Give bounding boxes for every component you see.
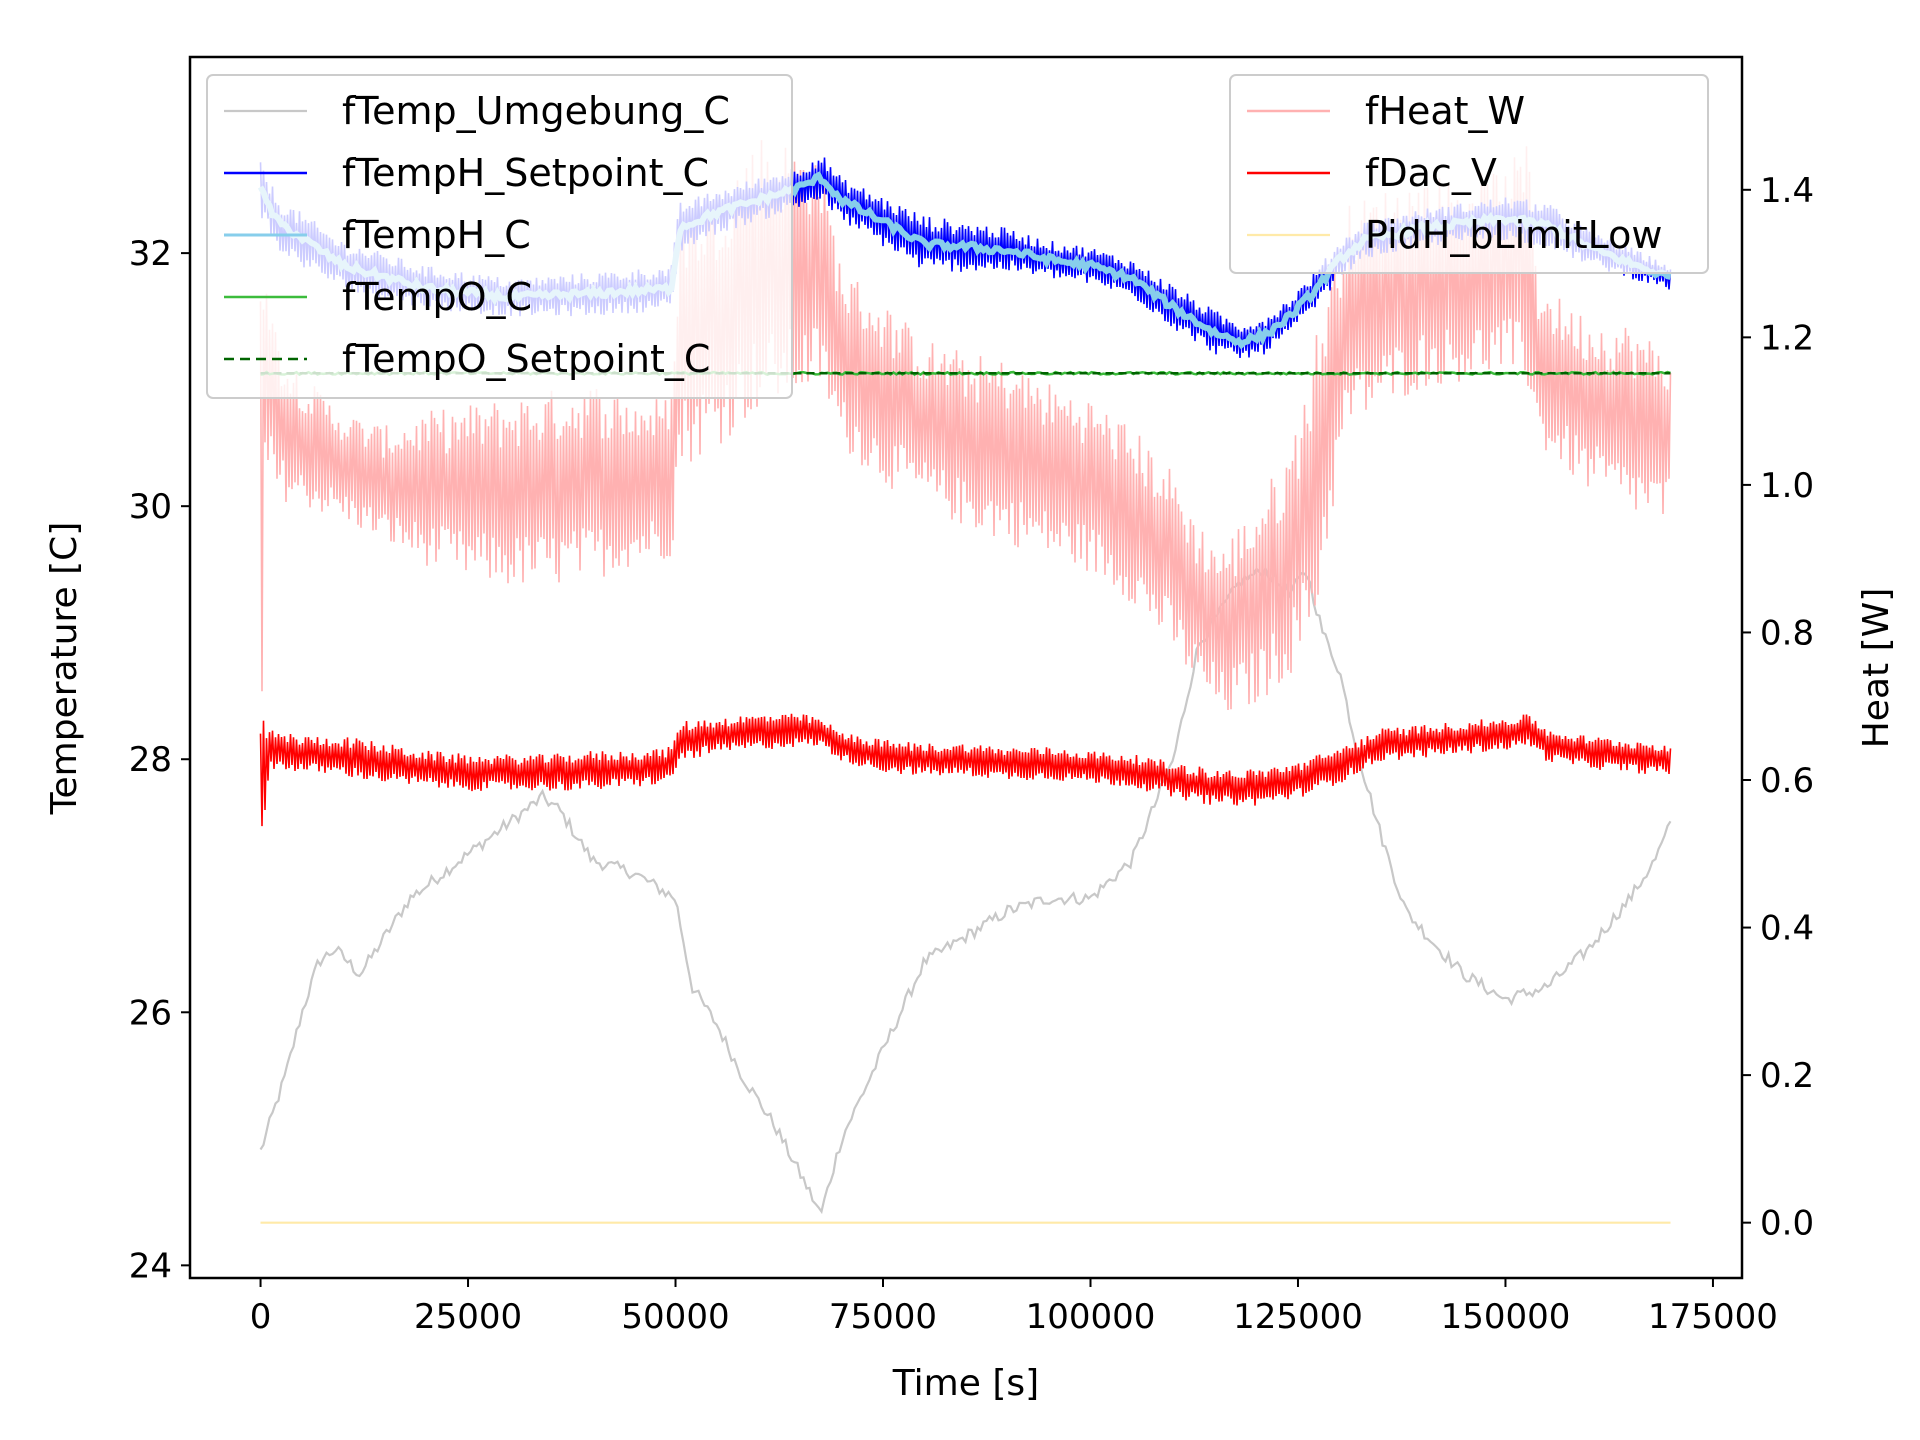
x-tick-label: 125000 <box>1233 1297 1363 1337</box>
series-ftemp-umgebung-c <box>259 564 1672 1215</box>
legend-label-ftemp-umgebung-c: fTemp_Umgebung_C <box>342 89 730 133</box>
legend-label-fheat-w: fHeat_W <box>1365 89 1525 133</box>
y-right-tick-label: 1.2 <box>1760 318 1814 358</box>
series-fheat-w <box>259 140 1672 711</box>
y-axis-right-title: Heat [W] <box>1856 588 1897 749</box>
y-left-tick-label: 32 <box>129 234 172 274</box>
plot-frame <box>188 55 1744 1280</box>
y-right-tick-label: 0.0 <box>1760 1204 1814 1244</box>
y-right-tick-label: 0.4 <box>1760 909 1814 949</box>
legend-label-ftempo-c: fTempO_C <box>342 275 532 319</box>
legend-label-ftempo-setpoint-c: fTempO_Setpoint_C <box>342 337 710 381</box>
y-right-tick-label: 1.4 <box>1760 171 1814 211</box>
legend-label-fdac-v: fDac_V <box>1365 151 1497 195</box>
y-right-tick-label: 0.2 <box>1760 1056 1814 1096</box>
y-right-tick-label: 0.8 <box>1760 613 1814 653</box>
y-left-tick-label: 24 <box>129 1246 172 1286</box>
x-tick-label: 0 <box>250 1297 272 1337</box>
y-left-tick-label: 30 <box>129 487 172 527</box>
legend-layer: fTemp_Umgebung_C fTempH_Setpoint_C fTempH_… <box>206 74 1709 399</box>
legend-label-ftemph-c: fTempH_C <box>342 213 531 257</box>
y-left-tick-label: 26 <box>129 993 172 1033</box>
y-axis-left-title: Temperature [C] <box>44 522 85 816</box>
series-fdac-v <box>259 713 1672 827</box>
legend-label-ftemph-setpoint-c: fTempH_Setpoint_C <box>342 151 709 195</box>
legend-box <box>206 74 793 399</box>
x-axis-title: Time [s] <box>892 1363 1039 1404</box>
legend-label-pidh-blimitlow: PidH_bLimitLow <box>1365 213 1663 257</box>
y-right-tick-label: 0.6 <box>1760 761 1814 801</box>
x-tick-label: 75000 <box>829 1297 937 1337</box>
x-tick-label: 175000 <box>1648 1297 1778 1337</box>
x-tick-label: 50000 <box>621 1297 729 1337</box>
x-tick-label: 25000 <box>414 1297 522 1337</box>
y-left-tick-label: 28 <box>129 740 172 780</box>
x-tick-label: 100000 <box>1026 1297 1156 1337</box>
y-right-tick-label: 1.0 <box>1760 466 1814 506</box>
x-tick-label: 150000 <box>1441 1297 1571 1337</box>
ticks-layer: 0 25000 50000 75000 100000 125000 150000 175000… <box>129 171 1814 1337</box>
legend-box <box>1229 74 1709 274</box>
